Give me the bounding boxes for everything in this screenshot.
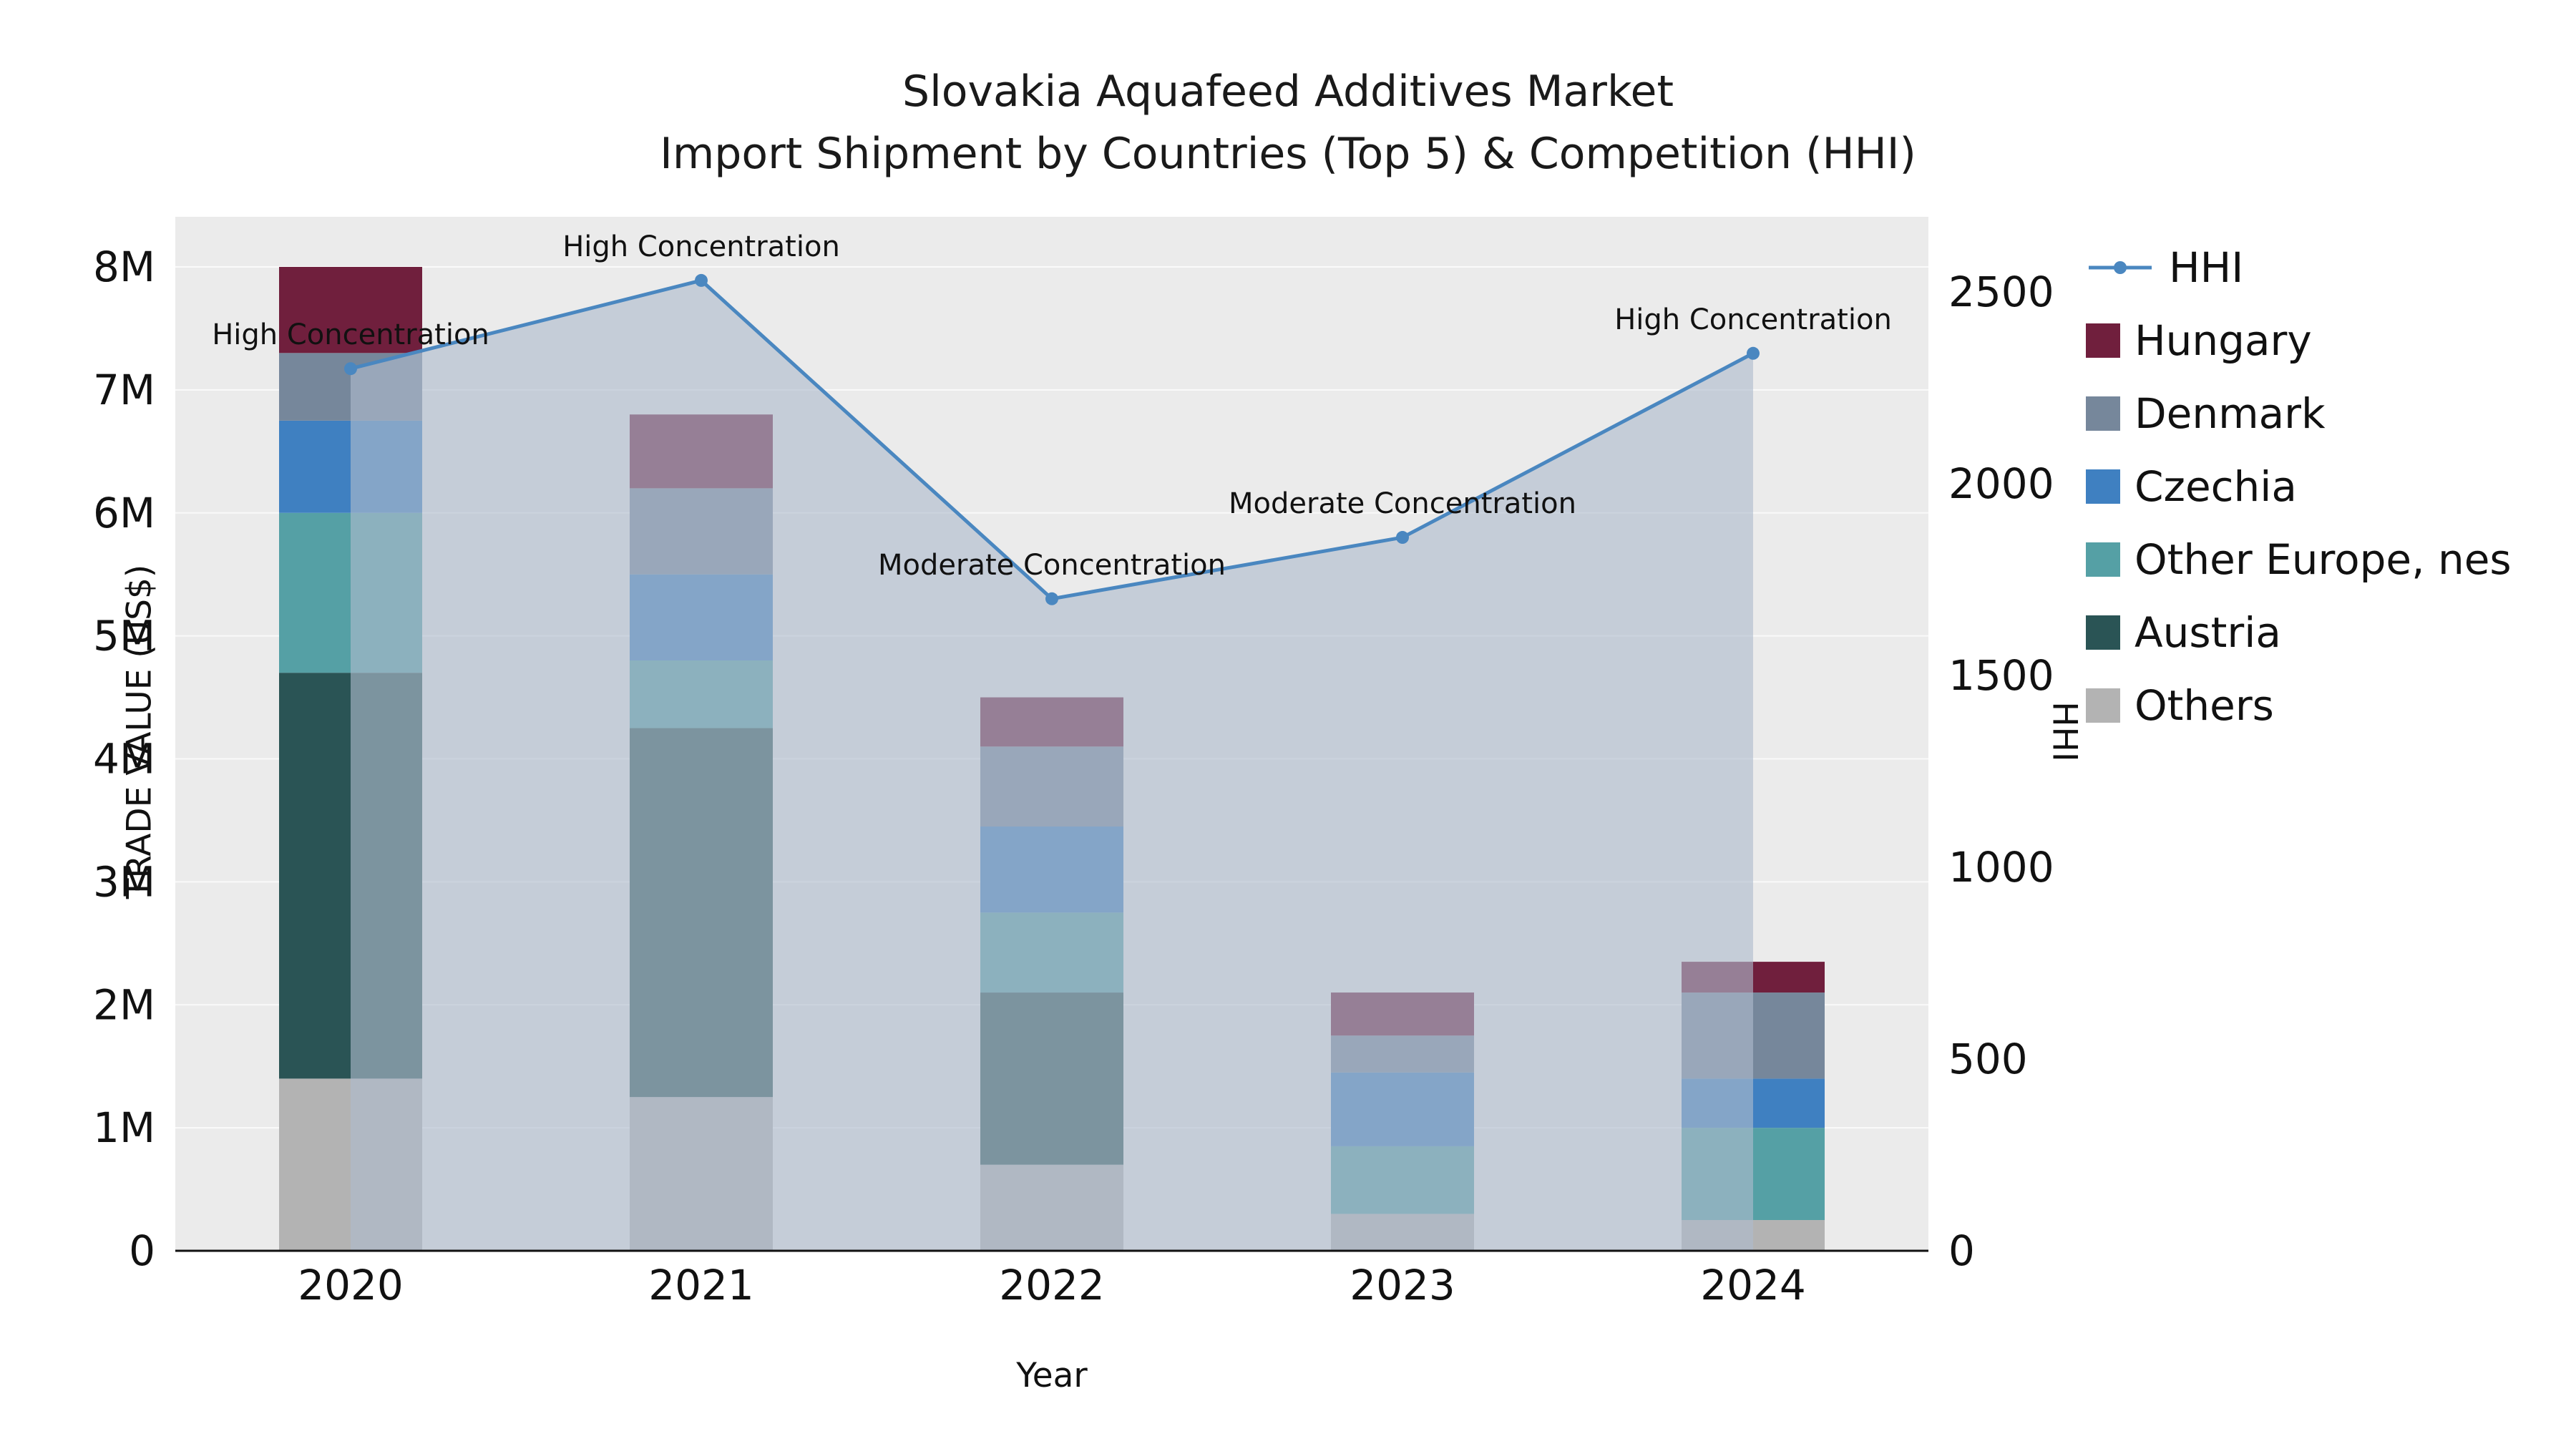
y-tick-left: 4M [93, 735, 155, 784]
y-tick-right: 2500 [1948, 268, 2054, 316]
y-tick-left: 7M [93, 366, 155, 414]
legend: HHI Hungary Denmark Czechia Other Europe, ne… [2086, 243, 2512, 730]
y-tick-right: 2000 [1948, 459, 2054, 508]
annotation: High Concentration [212, 318, 489, 351]
legend-label: Other Europe, nes [2135, 535, 2512, 584]
x-tick: 2021 [648, 1261, 754, 1309]
x-axis-title: Year [1016, 1356, 1088, 1395]
legend-item-other-europe-nes: Other Europe, nes [2086, 535, 2512, 584]
annotation: High Concentration [562, 230, 840, 263]
x-tick: 2020 [298, 1261, 404, 1309]
legend-item-hhi: HHI [2086, 243, 2512, 292]
legend-hhi-line-marker [2089, 261, 2152, 274]
legend-item-denmark: Denmark [2086, 389, 2512, 438]
annotation: High Concentration [1614, 303, 1892, 336]
legend-item-czechia: Czechia [2086, 462, 2512, 511]
legend-swatch [2086, 469, 2120, 504]
legend-label: Austria [2135, 608, 2281, 657]
y-tick-left: 3M [93, 857, 155, 906]
annotation: Moderate Concentration [1229, 487, 1576, 520]
x-tick: 2022 [999, 1261, 1105, 1309]
y-tick-left: 6M [93, 489, 155, 537]
chart-title-block: Slovakia Aquafeed Additives Market Impor… [0, 61, 2576, 185]
legend-swatch [2086, 542, 2120, 577]
hhi-marker [344, 362, 357, 376]
legend-label: Denmark [2135, 389, 2326, 438]
legend-item-hungary: Hungary [2086, 316, 2512, 365]
legend-swatch [2086, 688, 2120, 723]
y-tick-right: 1500 [1948, 651, 2054, 700]
legend-label: Czechia [2135, 462, 2297, 511]
legend-label: Hungary [2135, 316, 2312, 365]
chart-subtitle: Import Shipment by Countries (Top 5) & C… [660, 129, 1916, 179]
hhi-marker [1045, 592, 1058, 605]
hhi-area [351, 280, 1753, 1251]
y-tick-left: 5M [93, 612, 155, 660]
legend-swatch [2086, 323, 2120, 358]
y-tick-left: 8M [93, 243, 155, 291]
legend-item-others: Others [2086, 681, 2512, 730]
y-tick-right: 0 [1948, 1226, 1975, 1275]
legend-swatch [2086, 615, 2120, 650]
hhi-marker [1747, 346, 1760, 360]
legend-label: HHI [2169, 243, 2244, 292]
annotation: Moderate Concentration [878, 549, 1226, 582]
bar-segment-hungary [279, 267, 422, 353]
legend-swatch [2086, 396, 2120, 431]
y-tick-right: 1000 [1948, 843, 2054, 892]
x-tick: 2024 [1700, 1261, 1806, 1309]
hhi-marker [1396, 531, 1409, 545]
legend-label: Others [2135, 681, 2274, 730]
chart-title: Slovakia Aquafeed Additives Market [902, 67, 1674, 117]
y-tick-right: 500 [1948, 1035, 2028, 1083]
y-tick-left: 2M [93, 980, 155, 1029]
hhi-marker [695, 273, 708, 287]
legend-item-austria: Austria [2086, 608, 2512, 657]
y-tick-left: 0 [129, 1226, 155, 1275]
y-tick-left: 1M [93, 1103, 155, 1152]
x-tick: 2023 [1350, 1261, 1455, 1309]
